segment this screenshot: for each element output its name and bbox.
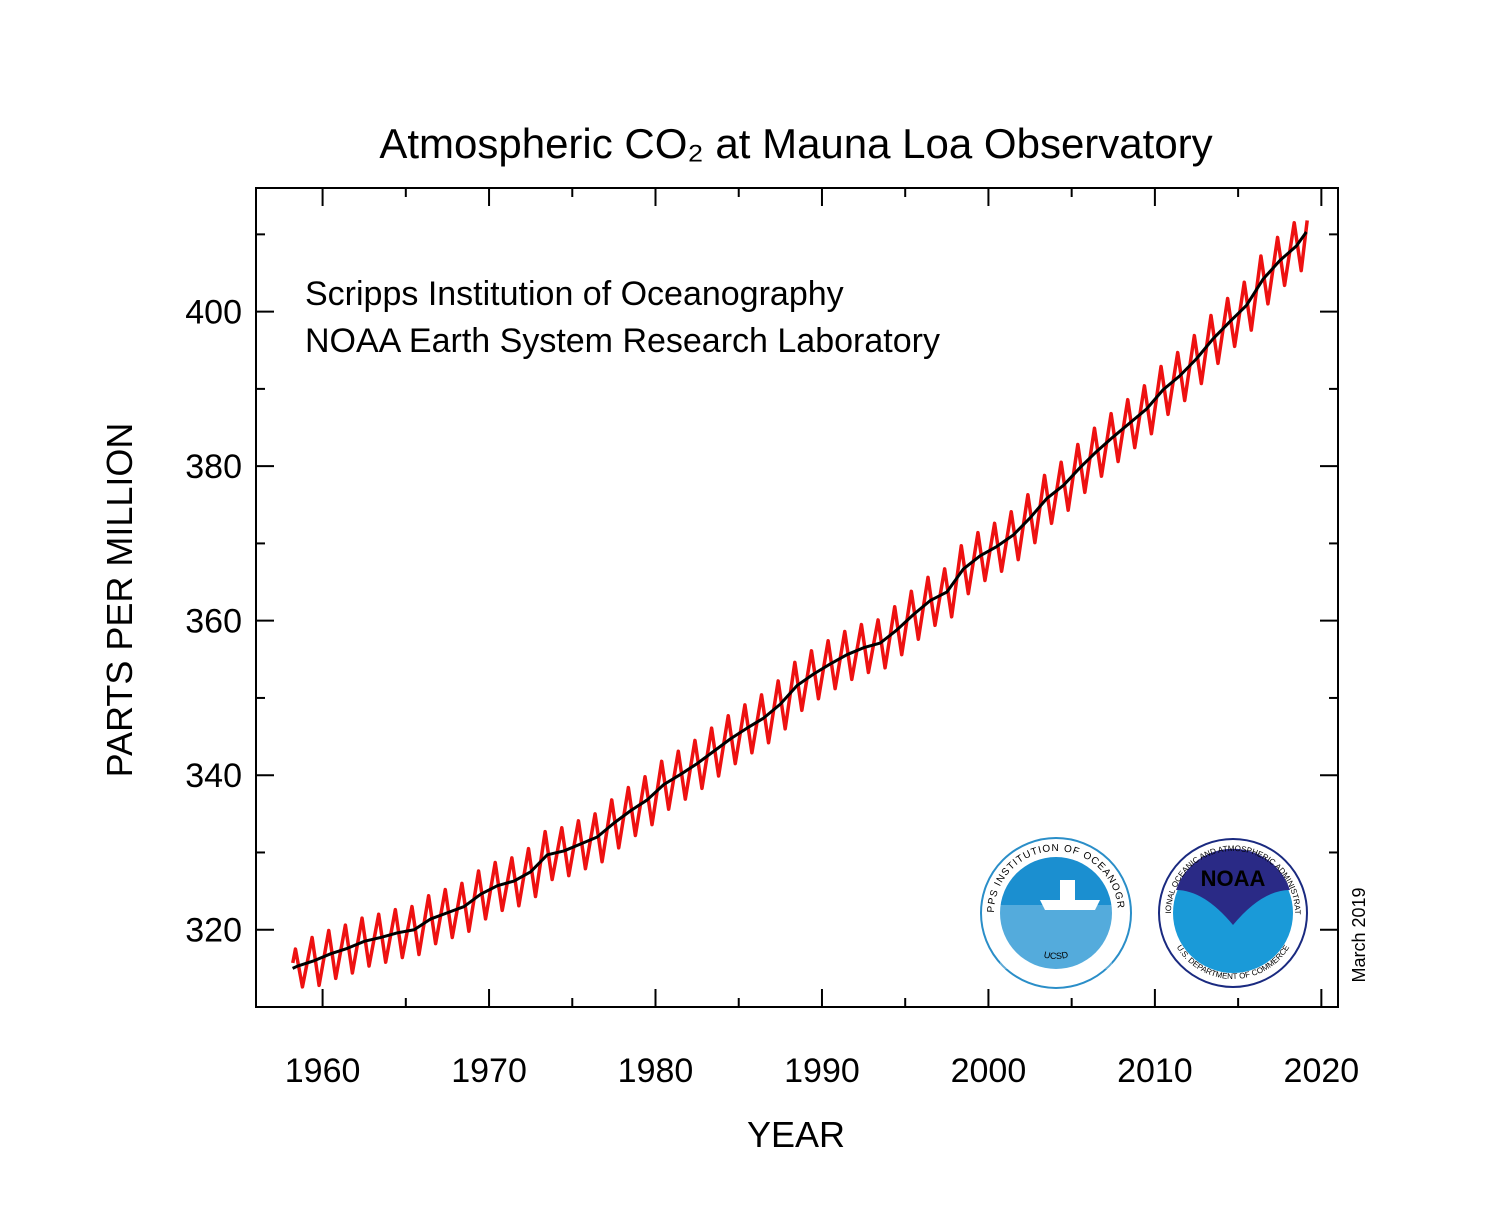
data-line — [291, 231, 1308, 970]
logo-disc — [1000, 857, 1112, 969]
x-tick-label: 2020 — [1284, 1052, 1360, 1090]
plot-frame — [255, 187, 1339, 1008]
logo-base-text: UCSD — [1043, 949, 1070, 961]
logo-base-text: UCSD — [1043, 949, 1070, 961]
chart-title: Atmospheric CO₂ at Mauna Loa Observatory — [379, 120, 1212, 167]
x-axis-label: YEAR — [747, 1114, 845, 1155]
x-tick-label: 1960 — [285, 1052, 361, 1090]
subtitle: NOAA Earth System Research Laboratory — [305, 322, 940, 360]
x-tick-label: 2000 — [951, 1052, 1027, 1090]
logo-center-text: NOAA — [1201, 866, 1266, 891]
y-tick-label: 320 — [185, 912, 242, 950]
y-tick-label: 380 — [185, 448, 242, 486]
x-tick-label: 1970 — [451, 1052, 527, 1090]
logo-top — [1176, 848, 1290, 925]
y-tick-label: 340 — [185, 757, 242, 795]
logo-water — [1000, 905, 1112, 969]
y-axis-label: PARTS PER MILLION — [99, 423, 140, 778]
x-tick-label: 1980 — [618, 1052, 694, 1090]
y-tick-label: 360 — [185, 603, 242, 641]
y-tick-label: 400 — [185, 294, 242, 332]
subtitle: Scripps Institution of Oceanography — [305, 275, 844, 313]
date-note: March 2019 — [1349, 887, 1369, 982]
x-tick-label: 1990 — [784, 1052, 860, 1090]
logo-ship — [1040, 880, 1100, 910]
x-tick-label: 2010 — [1117, 1052, 1193, 1090]
